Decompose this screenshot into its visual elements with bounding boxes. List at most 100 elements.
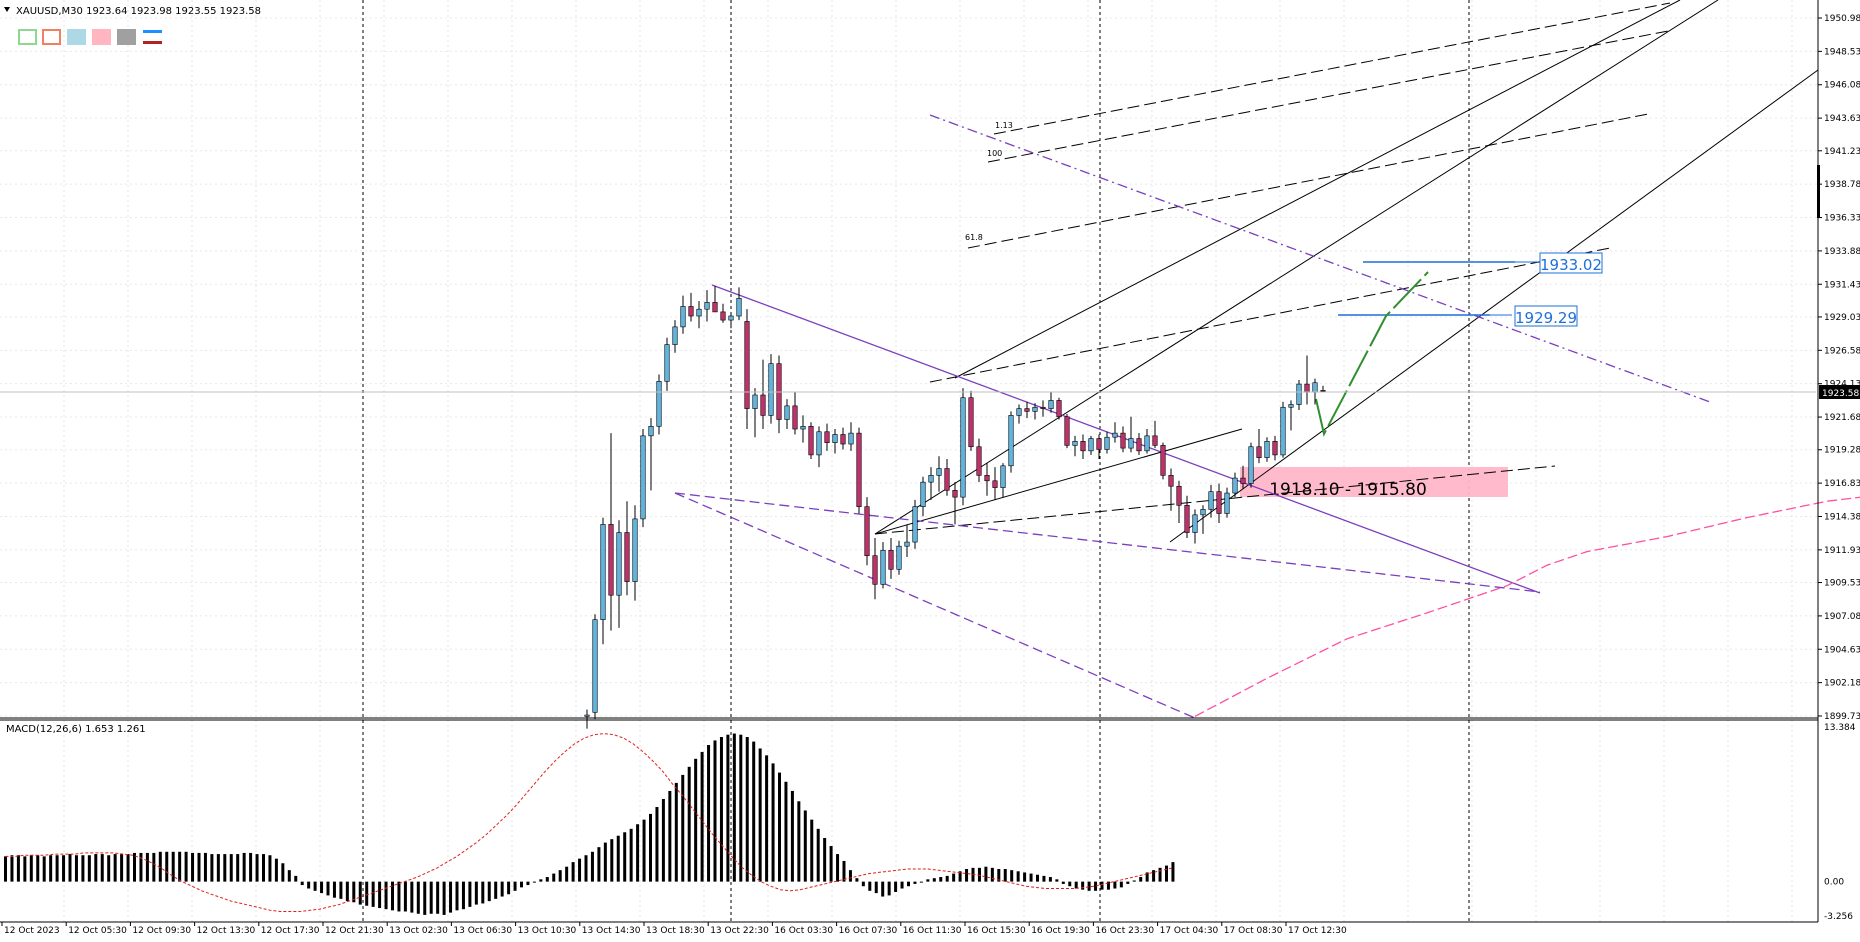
macd-histogram-bar — [771, 763, 775, 882]
rectangle-outline-red-icon[interactable] — [42, 29, 61, 45]
channel-mid-dashed-line[interactable] — [929, 247, 1611, 383]
macd-histogram-bar — [1068, 881, 1072, 887]
candle — [600, 517, 606, 645]
macd-histogram-bar — [1145, 872, 1149, 882]
candle — [584, 709, 590, 729]
candle — [696, 301, 702, 329]
candle — [1096, 434, 1102, 459]
macd-histogram-bar — [1029, 873, 1033, 882]
macd-signal-line — [5, 733, 1174, 912]
fib-fan-line-1[interactable] — [954, 0, 1681, 379]
candle — [1192, 509, 1198, 544]
macd-histogram-bar — [100, 854, 104, 882]
macd-histogram-bar — [1010, 870, 1014, 882]
macd-histogram-bar — [965, 869, 969, 882]
macd-histogram-bar — [1106, 881, 1110, 890]
macd-histogram-bar — [894, 881, 898, 892]
macd-histogram-bar — [23, 856, 27, 882]
demand-zone[interactable] — [1240, 467, 1508, 497]
macd-histogram-bar — [661, 798, 665, 882]
macd-histogram-bar — [107, 855, 111, 882]
descending-trendline[interactable] — [711, 284, 1541, 594]
fib-extension-100[interactable] — [987, 30, 1669, 163]
menu-triangle-icon[interactable] — [4, 7, 10, 12]
candle — [1144, 429, 1150, 454]
macd-histogram-bar — [10, 855, 14, 882]
candle — [1216, 483, 1222, 524]
price-tick-label: 1904.63 — [1824, 645, 1860, 655]
candle — [1320, 385, 1326, 392]
fib-fan-line-3[interactable] — [1169, 69, 1819, 543]
rectangle-outline-green-icon[interactable] — [18, 29, 37, 45]
time-tick-label: 13 Oct 02:30 — [389, 926, 448, 936]
macd-histogram-bar — [1074, 881, 1078, 889]
macd-histogram-bar — [210, 854, 214, 882]
candle — [864, 497, 870, 566]
macd-histogram-bar — [603, 842, 607, 882]
candle — [680, 295, 686, 334]
price-tick-label: 1899.73 — [1824, 712, 1860, 722]
descending-channel-upper-dashed[interactable] — [929, 114, 1711, 403]
channel-low-dashed-line[interactable] — [874, 465, 1556, 535]
macd-histogram-bar — [571, 862, 575, 882]
fib-label-1-13: 1.13 — [995, 121, 1013, 130]
macd-histogram-bar — [313, 881, 317, 891]
line-style-icon[interactable] — [143, 29, 162, 45]
candle — [1208, 484, 1214, 518]
price-tick-label: 1907.08 — [1824, 612, 1860, 622]
descending-channel-lower-dashed-2[interactable] — [674, 492, 1196, 719]
macd-histogram-bar — [887, 881, 891, 896]
uptrend-support-line[interactable] — [874, 428, 1243, 535]
candle — [992, 467, 998, 500]
fib-extension-61-8[interactable] — [967, 113, 1649, 249]
macd-histogram-bar — [1139, 877, 1143, 882]
macd-histogram-bar — [49, 855, 53, 882]
time-tick-label: 16 Oct 03:30 — [774, 926, 833, 936]
descending-channel-lower-dashed[interactable] — [674, 492, 1541, 593]
candle — [1168, 468, 1174, 511]
rectangle-fill-pink-icon[interactable] — [92, 29, 111, 45]
macd-histogram-bar — [410, 881, 414, 913]
macd-histogram-bar — [623, 832, 627, 882]
time-tick-label: 17 Oct 04:30 — [1160, 926, 1219, 936]
macd-histogram-bar — [87, 855, 91, 882]
price-axis-scrollbar[interactable] — [1817, 165, 1820, 218]
macd-histogram-bar — [855, 878, 859, 882]
macd-histogram-bar — [352, 881, 356, 903]
macd-histogram-bar — [1061, 881, 1065, 884]
candle — [1048, 392, 1054, 413]
projection-arrow[interactable] — [1315, 271, 1429, 437]
macd-histogram-bar — [274, 858, 278, 882]
time-tick-label: 13 Oct 14:30 — [582, 926, 641, 936]
macd-histogram-bar — [984, 866, 988, 882]
macd-histogram-bar — [1132, 880, 1136, 882]
candle — [648, 418, 654, 491]
candle — [872, 537, 878, 600]
time-tick-label: 12 Oct 13:30 — [197, 926, 256, 936]
macd-histogram-bar — [765, 755, 769, 882]
macd-histogram-bar — [668, 790, 672, 882]
macd-histogram-bar — [694, 758, 698, 882]
price-tick-label: 1902.18 — [1824, 679, 1860, 689]
candle — [1080, 434, 1086, 459]
macd-histogram-bar — [707, 745, 711, 882]
macd-histogram-bar — [713, 740, 717, 882]
macd-histogram-bar — [474, 881, 478, 905]
macd-axis-label: -3.256 — [1824, 912, 1853, 922]
time-tick-label: 16 Oct 23:30 — [1095, 926, 1154, 936]
rectangle-fill-gray-icon[interactable] — [117, 29, 136, 45]
macd-histogram-bar — [171, 851, 175, 882]
macd-histogram-bar — [165, 851, 169, 882]
time-tick-label: 16 Oct 07:30 — [839, 926, 898, 936]
macd-histogram-bar — [836, 854, 840, 882]
rectangle-fill-lightblue-icon[interactable] — [67, 29, 86, 45]
target-label-1933: 1933.02 — [1540, 256, 1602, 274]
macd-histogram-bar — [649, 813, 652, 882]
macd-histogram-bar — [881, 881, 885, 897]
macd-histogram-bar — [790, 790, 794, 882]
macd-histogram-bar — [977, 867, 981, 882]
session-separators — [362, 0, 1470, 922]
candle — [1128, 416, 1134, 453]
fib-extension-1-13[interactable] — [993, 2, 1671, 135]
fib-fan-line-2[interactable] — [874, 0, 1719, 535]
